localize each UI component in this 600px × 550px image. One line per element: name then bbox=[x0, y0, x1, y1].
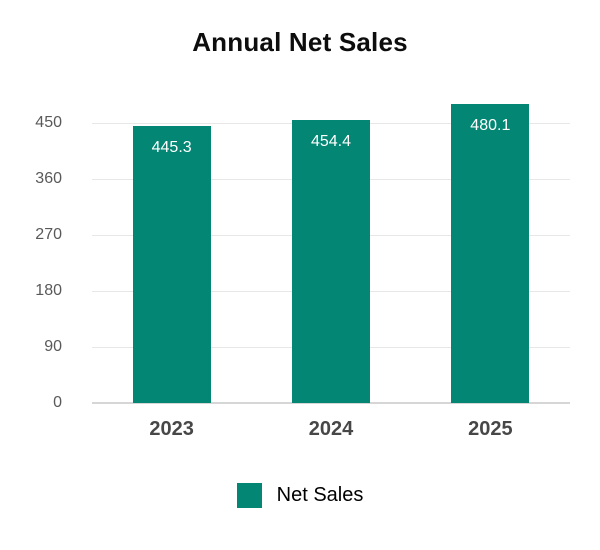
x-axis-category-label: 2025 bbox=[468, 418, 513, 440]
y-axis-tick-label: 270 bbox=[35, 226, 62, 243]
y-axis-tick-label: 0 bbox=[53, 394, 62, 411]
y-axis-tick-label: 450 bbox=[35, 114, 62, 131]
chart-title: Annual Net Sales bbox=[192, 27, 408, 57]
x-axis-category-label: 2024 bbox=[308, 418, 354, 440]
bar-2023: 445.3 bbox=[132, 125, 211, 403]
bar-2025: 480.1 bbox=[451, 104, 530, 403]
bar-2024: 454.4 bbox=[292, 120, 370, 403]
x-axis-category-label: 2023 bbox=[149, 418, 194, 440]
legend-label: Net Sales bbox=[276, 484, 364, 506]
x-axis-line bbox=[92, 402, 570, 404]
legend-swatch bbox=[236, 483, 262, 508]
y-axis-tick-label: 90 bbox=[44, 338, 62, 355]
bar-value-label: 480.1 bbox=[470, 117, 511, 135]
legend: Net Sales bbox=[0, 483, 600, 508]
y-axis-tick-label: 360 bbox=[35, 170, 62, 187]
y-axis-tick-label: 180 bbox=[35, 282, 62, 299]
bar-value-label: 454.4 bbox=[310, 133, 352, 151]
bar-value-label: 445.3 bbox=[151, 138, 192, 156]
